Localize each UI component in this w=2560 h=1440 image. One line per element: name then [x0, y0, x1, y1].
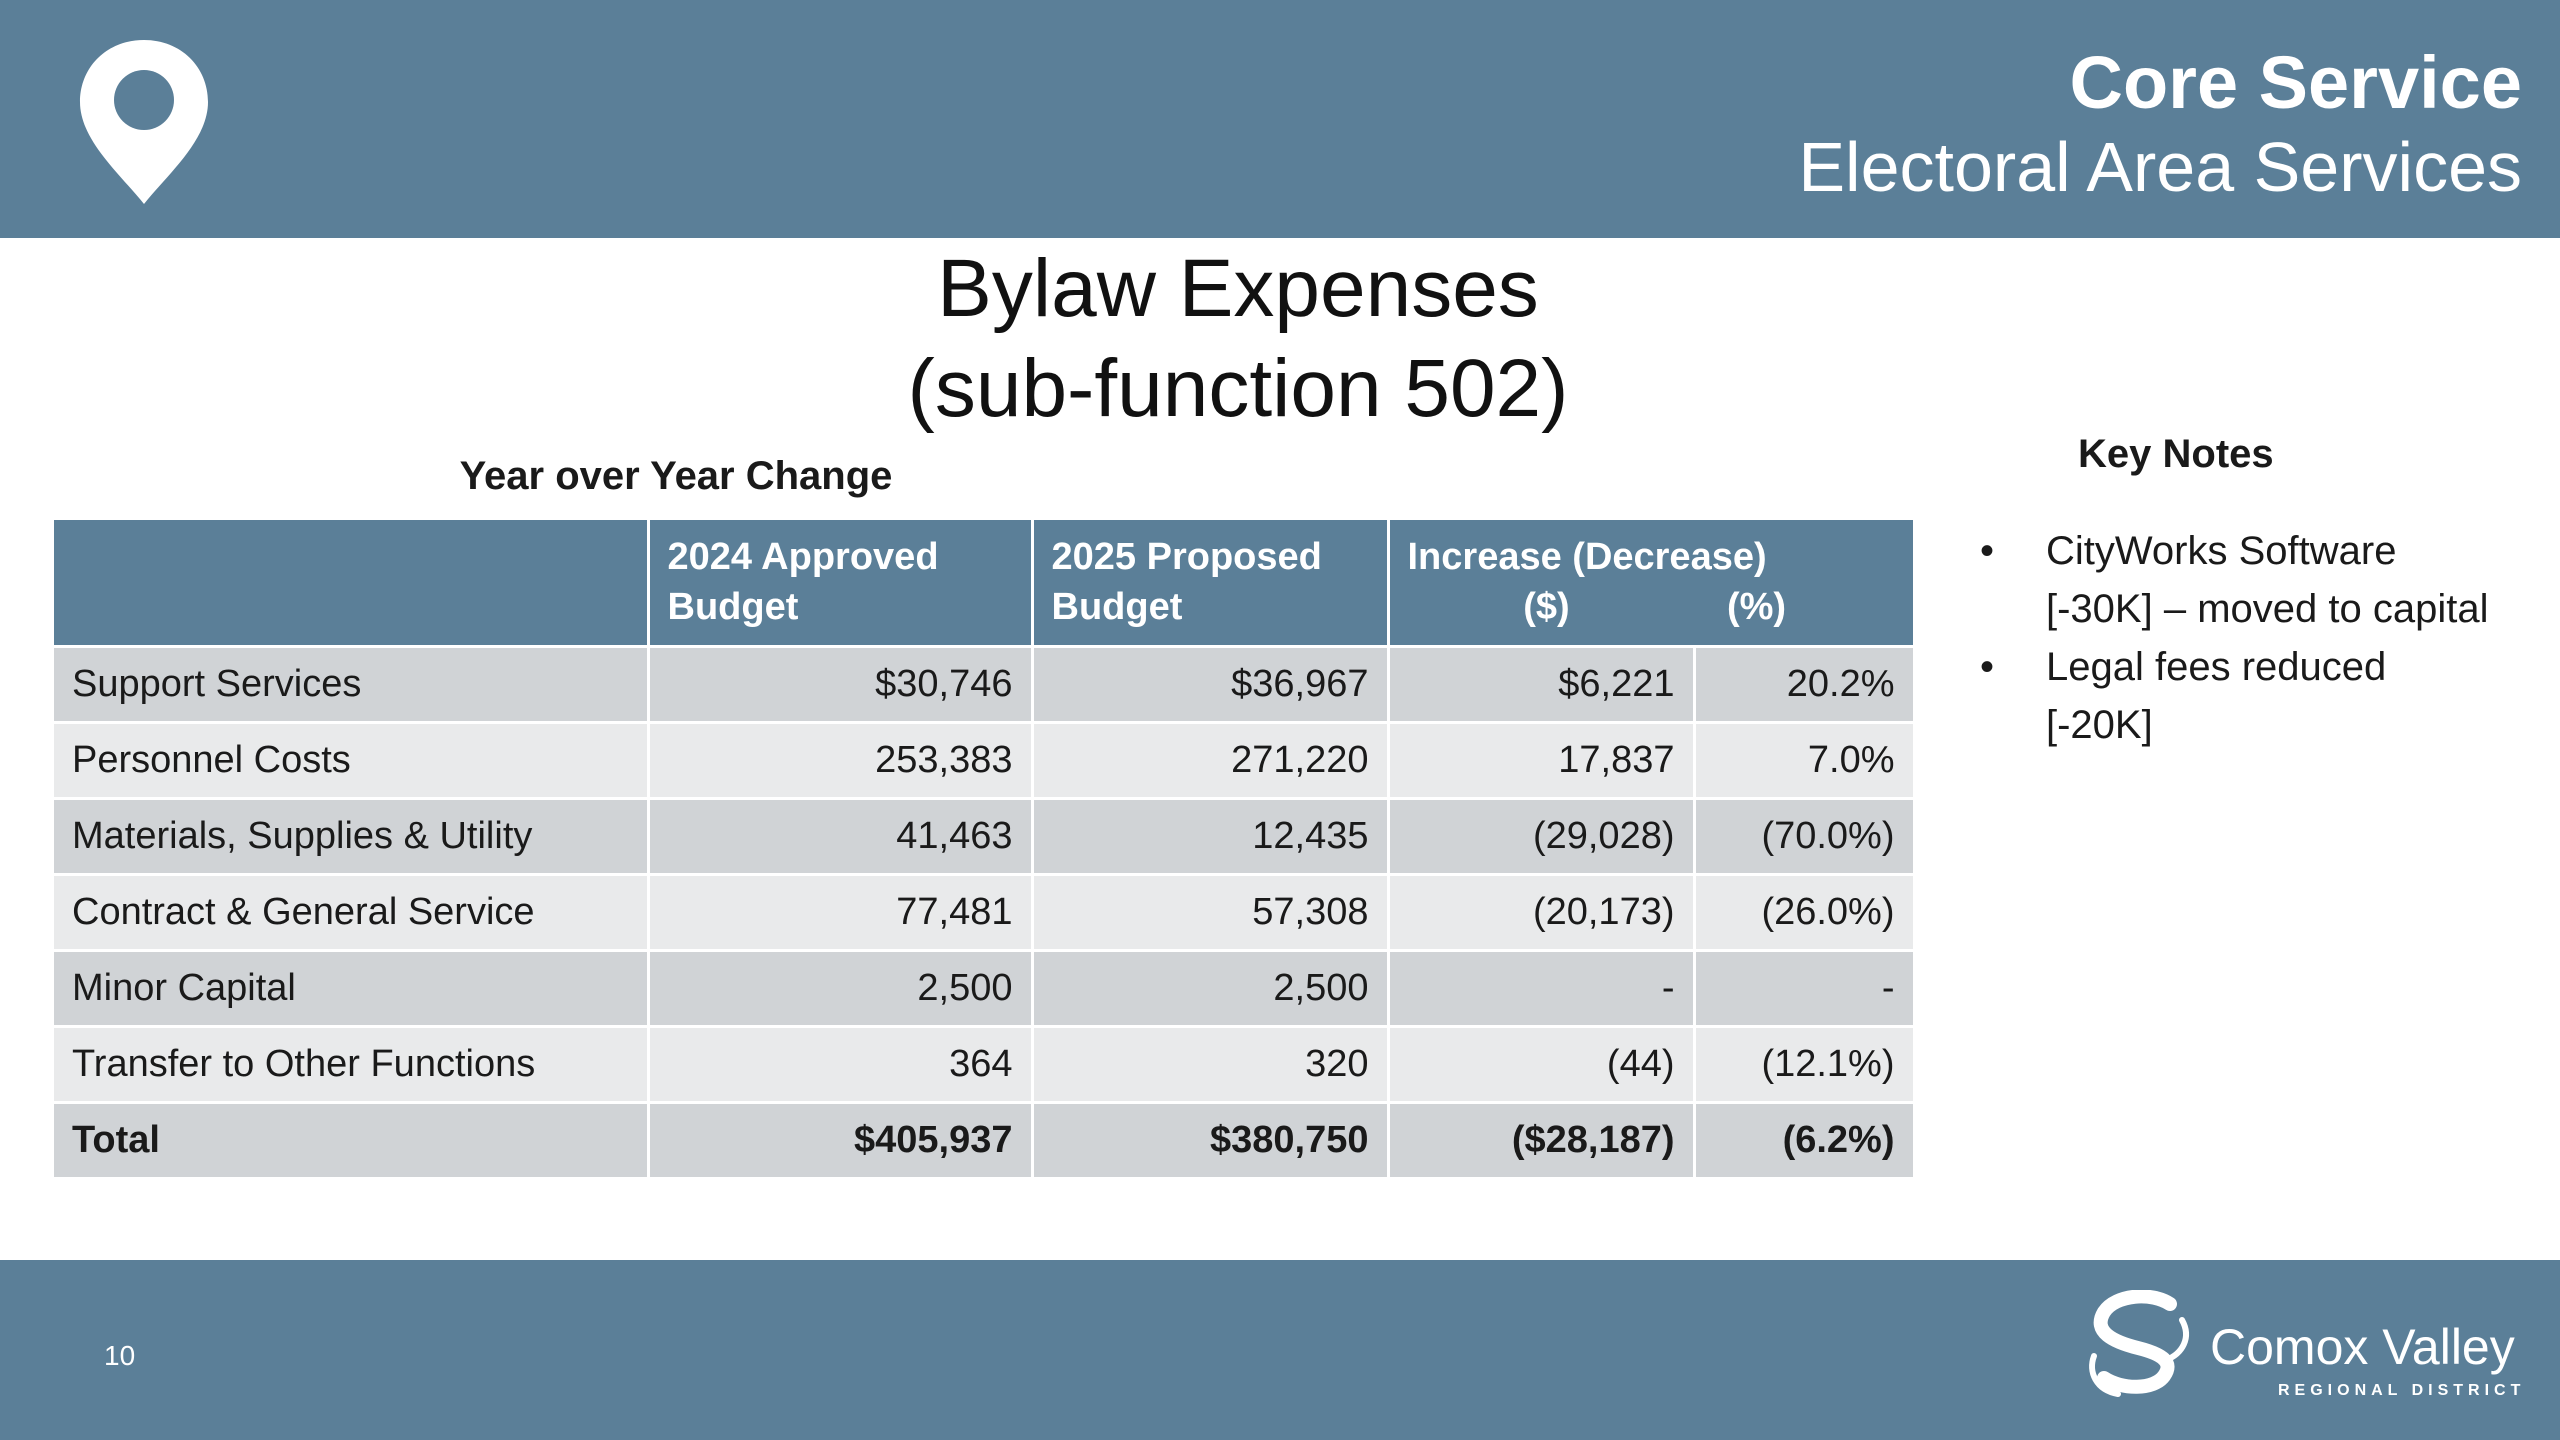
cell-percent: (12.1%)	[1694, 1026, 1916, 1104]
cell-percent: 7.0%	[1694, 722, 1916, 800]
cell-2024: $405,937	[648, 1102, 1034, 1180]
cell-change: (44)	[1388, 1026, 1696, 1104]
map-pin-icon	[80, 40, 208, 204]
cell-change: ($28,187)	[1388, 1102, 1696, 1180]
row-label: Minor Capital	[54, 950, 650, 1028]
cell-change: 17,837	[1388, 722, 1696, 800]
table-row: Materials, Supplies & Utility 41,463 12,…	[54, 798, 1916, 876]
row-label: Materials, Supplies & Utility	[54, 798, 650, 876]
table-row: Contract & General Service 77,481 57,308…	[54, 874, 1916, 952]
cell-2025: 2,500	[1032, 950, 1390, 1028]
header-cell-blank	[54, 520, 650, 648]
header-cell-2025: 2025 Proposed Budget	[1032, 520, 1390, 648]
cell-percent: (70.0%)	[1694, 798, 1916, 876]
table-total-row: Total $405,937 $380,750 ($28,187) (6.2%)	[54, 1102, 1916, 1180]
cell-percent: 20.2%	[1694, 646, 1916, 724]
key-notes-title: Key Notes	[2078, 432, 2274, 476]
header-title-block: Core Service Electoral Area Services	[1798, 40, 2522, 208]
cell-change: (29,028)	[1388, 798, 1696, 876]
cell-percent: -	[1694, 950, 1916, 1028]
logo-name: Comox Valley	[2210, 1319, 2515, 1375]
cell-2024: 364	[648, 1026, 1034, 1104]
table-row: Transfer to Other Functions 364 320 (44)…	[54, 1026, 1916, 1104]
comox-valley-logo-icon	[2089, 1290, 2189, 1397]
header-sub-dollar: ($)	[1523, 586, 1570, 629]
key-notes-list: CityWorks Software [-30K] – moved to cap…	[1980, 522, 2500, 754]
cell-2024: 253,383	[648, 722, 1034, 800]
slide-subtitle: (sub-function 502)	[907, 343, 1569, 434]
table-row: Support Services $30,746 $36,967 $6,221 …	[54, 646, 1916, 724]
cell-change: (20,173)	[1388, 874, 1696, 952]
cell-2025: $36,967	[1032, 646, 1390, 724]
header-title: Core Service	[2069, 41, 2523, 124]
header-cell-change: Increase (Decrease) ($) (%)	[1388, 520, 1916, 648]
header-sub-percent: (%)	[1726, 586, 1787, 629]
key-note-item: CityWorks Software [-30K] – moved to cap…	[1980, 522, 2500, 638]
row-label: Support Services	[54, 646, 650, 724]
header-band: Core Service Electoral Area Services	[0, 0, 2560, 238]
cell-change: -	[1388, 950, 1696, 1028]
key-note-item: Legal fees reduced [-20K]	[1980, 638, 2500, 754]
logo-subtitle: REGIONAL DISTRICT	[2278, 1382, 2526, 1399]
row-label: Personnel Costs	[54, 722, 650, 800]
budget-table: 2024 Approved Budget 2025 Proposed Budge…	[54, 520, 1916, 1180]
header-change-label: Increase (Decrease)	[1407, 536, 1767, 579]
table-caption: Year over Year Change	[459, 454, 893, 498]
page-number: 10	[104, 1340, 136, 1371]
cell-2025: 12,435	[1032, 798, 1390, 876]
header-change-subheaders: ($) (%)	[1408, 582, 1895, 632]
table-row: Personnel Costs 253,383 271,220 17,837 7…	[54, 722, 1916, 800]
header-subtitle: Electoral Area Services	[1798, 128, 2522, 206]
cell-2024: 77,481	[648, 874, 1034, 952]
row-label: Transfer to Other Functions	[54, 1026, 650, 1104]
header-cell-2024: 2024 Approved Budget	[648, 520, 1034, 648]
cell-2024: 41,463	[648, 798, 1034, 876]
cell-2025: $380,750	[1032, 1102, 1390, 1180]
cell-2025: 320	[1032, 1026, 1390, 1104]
cell-percent: (26.0%)	[1694, 874, 1916, 952]
cell-2025: 57,308	[1032, 874, 1390, 952]
row-label: Contract & General Service	[54, 874, 650, 952]
row-label: Total	[54, 1102, 650, 1180]
cell-percent: (6.2%)	[1694, 1102, 1916, 1180]
slide-title: Bylaw Expenses	[937, 243, 1539, 334]
table-header-row: 2024 Approved Budget 2025 Proposed Budge…	[54, 520, 1916, 648]
cell-2024: $30,746	[648, 646, 1034, 724]
cell-2024: 2,500	[648, 950, 1034, 1028]
table-row: Minor Capital 2,500 2,500 - -	[54, 950, 1916, 1028]
cell-2025: 271,220	[1032, 722, 1390, 800]
cell-change: $6,221	[1388, 646, 1696, 724]
